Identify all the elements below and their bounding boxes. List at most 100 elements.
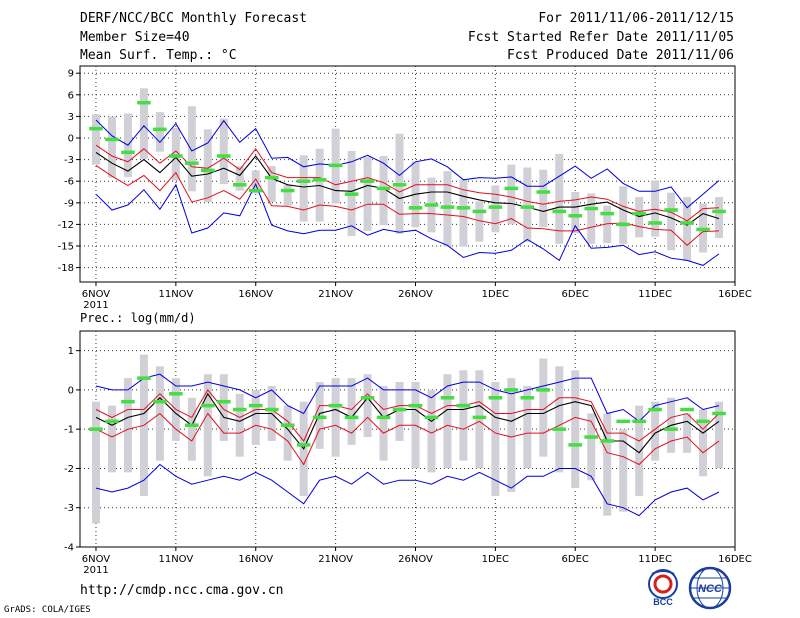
observed-marker — [584, 206, 599, 211]
spread-bar — [219, 118, 228, 185]
spread-bar — [427, 389, 436, 473]
spread-bar — [667, 192, 676, 251]
observed-marker — [648, 407, 662, 412]
observed-marker — [89, 427, 103, 431]
plot-frame — [79, 330, 736, 548]
spread-bar — [603, 205, 612, 244]
observed-marker — [664, 208, 678, 212]
series-line-upper-outer — [95, 119, 720, 209]
observed-marker — [392, 407, 407, 412]
x-tick-label: 6NOV — [82, 554, 111, 565]
source-url[interactable]: http://cmdp.ncc.cma.gov.cn — [80, 583, 284, 598]
spread-bar — [635, 405, 644, 496]
series-line-upper-inner — [95, 389, 720, 442]
series-line-lower-inner — [95, 412, 720, 466]
spread-bar — [507, 378, 516, 493]
spread-bar — [715, 401, 724, 469]
observed-marker — [185, 423, 199, 428]
grads-credit: GrADS: COLA/IGES — [4, 605, 91, 615]
spread-bar — [699, 409, 708, 477]
spread-bar — [203, 129, 212, 203]
observed-marker — [121, 150, 135, 155]
observed-marker — [296, 443, 311, 447]
observed-marker — [121, 399, 135, 404]
observed-marker — [137, 376, 151, 380]
observed-marker — [376, 415, 391, 420]
observed-marker — [201, 403, 215, 408]
spread-bar — [523, 385, 532, 469]
precipitation-panel: 1 0 -1 -2 -3 -4 6NOV 11NOV 16NOV 21NOV 26NOV 1DEC 6D… — [64, 330, 752, 576]
observed-marker — [216, 399, 231, 404]
observed-marker — [408, 206, 423, 210]
observed-marker — [536, 190, 551, 194]
observed-marker — [664, 427, 678, 431]
observed-marker — [568, 443, 583, 447]
spread-bar — [107, 405, 116, 473]
observed-marker — [584, 435, 599, 439]
observed-marker — [312, 178, 327, 182]
spread-bar — [491, 382, 500, 496]
observed-marker — [169, 392, 183, 396]
observed-marker — [105, 419, 119, 424]
observed-marker — [424, 415, 439, 420]
x-tick-label: 11DEC — [638, 289, 672, 300]
observed-marker — [328, 163, 343, 168]
spread-bar — [155, 112, 164, 152]
observed-marker — [520, 396, 535, 400]
observed-marker — [488, 396, 503, 400]
spread-bar — [619, 186, 628, 244]
spread-bar — [123, 378, 132, 473]
y-tick-label: 6 — [68, 90, 74, 101]
spread-bar — [555, 366, 564, 473]
spread-bar — [251, 389, 260, 445]
observed-marker — [552, 209, 567, 214]
spread-bar — [443, 374, 452, 469]
spread-bar — [475, 370, 484, 469]
spread-bar — [555, 153, 564, 244]
series-line-lower-outer — [95, 182, 720, 266]
spread-bar — [683, 413, 692, 453]
series-line-lower-outer — [95, 463, 720, 517]
x-tick-label: 1DEC — [482, 554, 509, 565]
x-tick-label: 6DEC — [562, 289, 589, 300]
y-tick-label: -15 — [58, 242, 74, 253]
x-tick-label: 11NOV — [158, 289, 193, 300]
spread-bar — [603, 413, 612, 516]
observed-marker — [568, 214, 583, 218]
observed-marker — [232, 183, 247, 187]
spread-bar — [619, 429, 628, 512]
observed-marker — [216, 154, 231, 158]
observed-marker — [376, 186, 391, 191]
spread-bar — [267, 166, 276, 203]
observed-marker — [153, 399, 167, 404]
observed-marker — [504, 388, 519, 392]
series-line-ensemble-mean — [95, 151, 720, 226]
x-year-label: 2011 — [83, 565, 108, 576]
spread-bar — [347, 378, 356, 445]
x-tick-label: 26NOV — [398, 289, 433, 300]
y-tick-label: -3 — [64, 503, 74, 514]
y-tick-label: -2 — [64, 464, 74, 475]
spread-bar — [443, 171, 452, 247]
spread-bar — [459, 370, 468, 461]
observed-marker — [472, 415, 487, 420]
observed-marker — [440, 396, 455, 400]
observed-marker — [456, 403, 471, 408]
spread-bar — [491, 185, 500, 233]
spread-bar — [219, 374, 228, 441]
y-tick-label: 9 — [68, 69, 74, 80]
y-tick-label: 0 — [68, 385, 74, 396]
observed-marker — [712, 411, 726, 416]
observed-marker — [696, 419, 710, 424]
y-tick-label: 0 — [68, 134, 74, 145]
bcc-logo-text: BCC — [653, 597, 673, 607]
series-line-upper-outer — [95, 373, 720, 422]
spread-bar — [587, 193, 596, 244]
x-tick-label: 6DEC — [562, 554, 589, 565]
spread-bar — [187, 397, 196, 461]
spread-bar — [283, 184, 292, 206]
ncc-logo: NCC — [688, 566, 732, 610]
observed-marker — [456, 206, 471, 210]
observed-marker — [105, 137, 119, 142]
x-tick-label: 11DEC — [638, 554, 672, 565]
